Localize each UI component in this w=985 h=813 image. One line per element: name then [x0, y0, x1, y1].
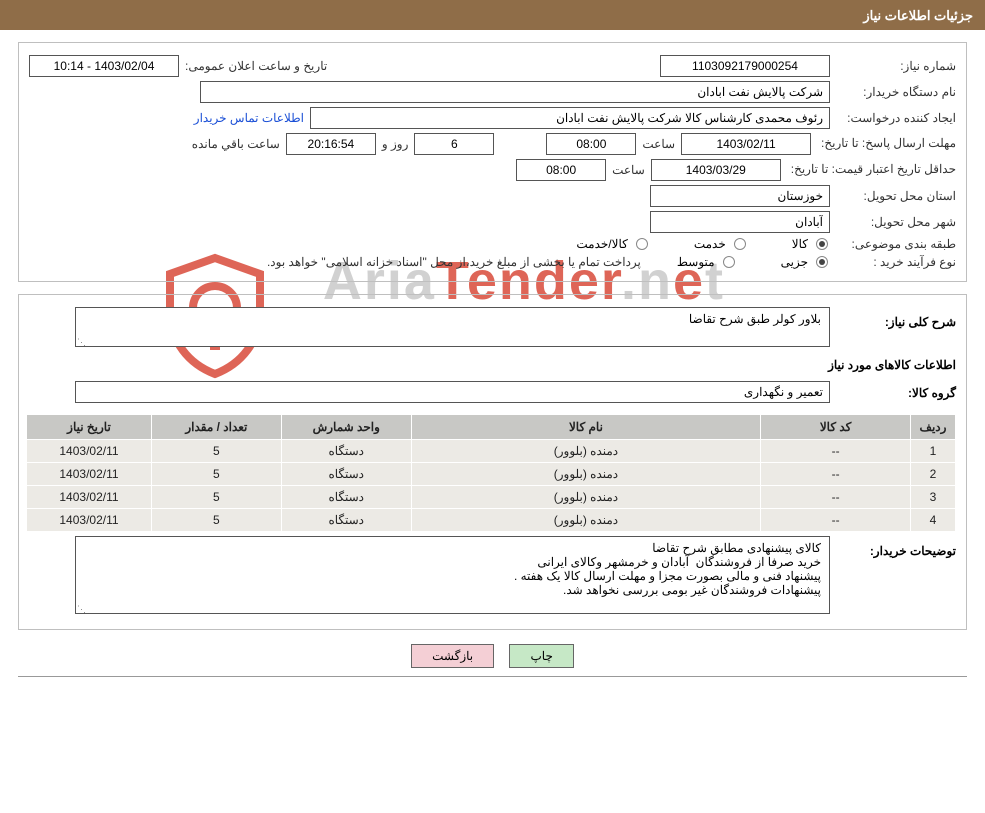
buyer-notes-label: توضیحات خریدار: — [836, 544, 956, 558]
province-label: استان محل تحویل: — [836, 189, 956, 203]
need-number-field — [660, 55, 830, 77]
table-header: کد کالا — [761, 415, 911, 440]
divider — [18, 676, 967, 677]
radio-medium[interactable] — [723, 256, 735, 268]
table-header: واحد شمارش — [281, 415, 411, 440]
need-desc-label: شرح کلی نیاز: — [836, 315, 956, 329]
radio-service[interactable] — [734, 238, 746, 250]
price-validity-date — [651, 159, 781, 181]
reply-deadline-label: مهلت ارسال پاسخ: تا تاریخ: — [817, 136, 956, 152]
table-row: 1--دمنده (بلوور)دستگاه51403/02/11 — [27, 440, 956, 463]
page-title-bar: جزئیات اطلاعات نیاز — [0, 2, 985, 30]
table-header: تعداد / مقدار — [151, 415, 281, 440]
purchase-note: پرداخت تمام یا بخشی از مبلغ خرید،از محل … — [267, 255, 641, 269]
buyer-org-field — [200, 81, 830, 103]
need-number-label: شماره نیاز: — [836, 59, 956, 73]
buyer-notes-textarea[interactable] — [75, 536, 830, 614]
province-field — [650, 185, 830, 207]
radio-small[interactable] — [816, 256, 828, 268]
need-desc-textarea[interactable] — [75, 307, 830, 347]
details-panel: شماره نیاز: تاریخ و ساعت اعلان عمومی: نا… — [18, 42, 967, 282]
goods-group-label: گروه کالا: — [836, 386, 956, 400]
radio-goods-service[interactable] — [636, 238, 648, 250]
goods-table: ردیفکد کالانام کالاواحد شمارشتعداد / مقد… — [26, 414, 956, 532]
table-header: ردیف — [911, 415, 956, 440]
resize-handle-icon[interactable]: ⋰ — [77, 604, 86, 615]
countdown — [286, 133, 376, 155]
goods-group-field — [75, 381, 830, 403]
table-header: تاریخ نیاز — [27, 415, 152, 440]
print-button[interactable]: چاپ — [509, 644, 573, 668]
goods-section-title: اطلاعات کالاهای مورد نیاز — [29, 358, 956, 372]
reply-deadline-time — [546, 133, 636, 155]
city-field — [650, 211, 830, 233]
purchase-type-label: نوع فرآیند خرید : — [836, 255, 956, 269]
buyer-org-label: نام دستگاه خریدار: — [836, 85, 956, 99]
requester-field — [310, 107, 830, 129]
back-button[interactable]: بازگشت — [411, 644, 494, 668]
page-title: جزئیات اطلاعات نیاز — [863, 8, 973, 23]
table-row: 2--دمنده (بلوور)دستگاه51403/02/11 — [27, 463, 956, 486]
goods-panel: شرح کلی نیاز: ⋰ اطلاعات کالاهای مورد نیا… — [18, 294, 967, 630]
price-validity-time — [516, 159, 606, 181]
requester-label: ایجاد کننده درخواست: — [836, 111, 956, 125]
table-header: نام کالا — [411, 415, 761, 440]
price-validity-label: حداقل تاریخ اعتبار قیمت: تا تاریخ: — [787, 162, 956, 178]
resize-handle-icon[interactable]: ⋰ — [77, 337, 86, 348]
announce-label: تاریخ و ساعت اعلان عمومی: — [185, 59, 327, 73]
category-label: طبقه بندی موضوعی: — [836, 237, 956, 251]
announce-datetime-field — [29, 55, 179, 77]
button-row: چاپ بازگشت — [0, 644, 985, 668]
buyer-contact-link[interactable]: اطلاعات تماس خریدار — [194, 111, 304, 125]
table-row: 4--دمنده (بلوور)دستگاه51403/02/11 — [27, 509, 956, 532]
reply-deadline-date — [681, 133, 811, 155]
days-remaining — [414, 133, 494, 155]
table-row: 3--دمنده (بلوور)دستگاه51403/02/11 — [27, 486, 956, 509]
city-label: شهر محل تحویل: — [836, 215, 956, 229]
radio-goods[interactable] — [816, 238, 828, 250]
